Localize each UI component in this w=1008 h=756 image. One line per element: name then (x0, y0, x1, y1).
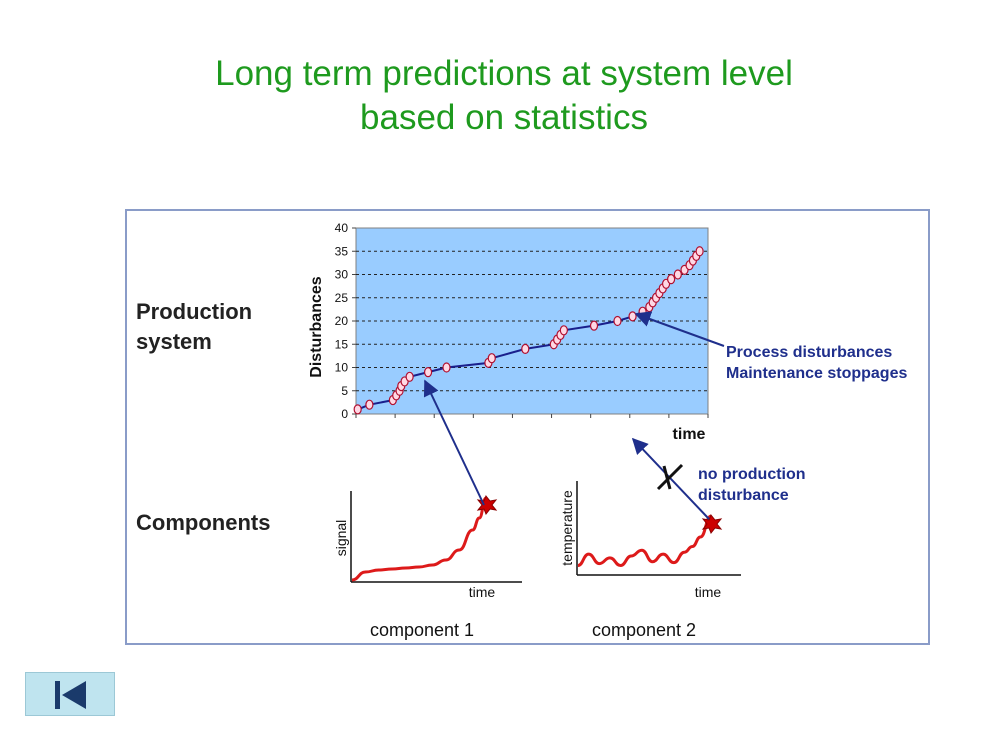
data-point (559, 325, 568, 336)
data-point (695, 246, 704, 257)
failure-marker-1 (476, 495, 498, 515)
component-2-label: component 2 (592, 620, 697, 640)
y-tick-label: 40 (335, 221, 349, 235)
data-point (521, 343, 530, 354)
y-tick-label: 0 (341, 407, 348, 421)
x-axis-label: time (673, 426, 706, 443)
slide-title-line-1: Long term predictions at system level (215, 54, 793, 93)
data-point (423, 367, 433, 378)
x-tick-marks (355, 414, 709, 418)
component-1-label: component 1 (370, 620, 475, 640)
production-label-line-2: system (136, 329, 212, 354)
y-tick-label: 5 (341, 384, 348, 398)
component-1-arrow (423, 379, 485, 506)
data-point (628, 311, 637, 322)
annotation-1-line-2: Maintenance stoppages (726, 365, 908, 382)
annotation-2-line-1: no production (698, 466, 806, 483)
data-point (673, 269, 682, 280)
process-disturbances-annotation: Process disturbances Maintenance stoppag… (726, 342, 907, 384)
data-point (365, 399, 374, 410)
production-system-label: Production system (136, 297, 252, 357)
component-2-arrow (631, 437, 710, 520)
cross-mark-icon (656, 463, 684, 491)
data-point (442, 362, 451, 373)
c1-y-axis-label: signal (333, 520, 349, 557)
annotation-2-line-2: disturbance (698, 487, 789, 504)
components-label: Components (136, 510, 271, 535)
c2-y-axis-label: temperature (559, 490, 575, 566)
y-tick-label: 30 (335, 268, 349, 282)
disturbances-chart: 0 5 10 15 20 25 30 35 40 Disturbances time (308, 221, 709, 443)
y-tick-label: 25 (335, 291, 349, 305)
slide-title-line-2: based on statistics (360, 98, 648, 137)
y-tick-labels: 0 5 10 15 20 25 30 35 40 (335, 221, 356, 421)
failure-marker-2 (701, 514, 723, 534)
data-point (487, 353, 496, 364)
component-1-chart: signal time (333, 491, 522, 600)
production-label-line-1: Production (136, 299, 253, 324)
data-point (405, 371, 414, 382)
first-slide-button[interactable] (25, 672, 115, 716)
diagram-frame (125, 209, 930, 645)
data-point (667, 274, 676, 285)
y-tick-label: 15 (335, 337, 349, 351)
y-tick-label: 20 (335, 314, 349, 328)
no-disturbance-annotation: no production disturbance (698, 464, 806, 506)
annotation-arrow-process (634, 311, 725, 347)
disturbance-points (353, 246, 704, 415)
data-point (353, 404, 362, 415)
c1-x-axis-label: time (469, 584, 496, 600)
component-2-chart: temperature time (559, 481, 741, 600)
y-tick-label: 10 (335, 361, 349, 375)
data-point (589, 320, 599, 331)
y-tick-label: 35 (335, 244, 349, 258)
temperature-curve (577, 514, 712, 568)
c2-x-axis-label: time (695, 584, 722, 600)
data-point (613, 315, 622, 327)
signal-curve (351, 496, 488, 582)
slide-title: Long term predictions at system level ba… (0, 52, 1008, 140)
y-axis-label: Disturbances (308, 276, 325, 377)
chart-gridlines (356, 250, 708, 392)
skip-to-start-icon (55, 681, 86, 709)
annotation-1-line-1: Process disturbances (726, 344, 893, 361)
